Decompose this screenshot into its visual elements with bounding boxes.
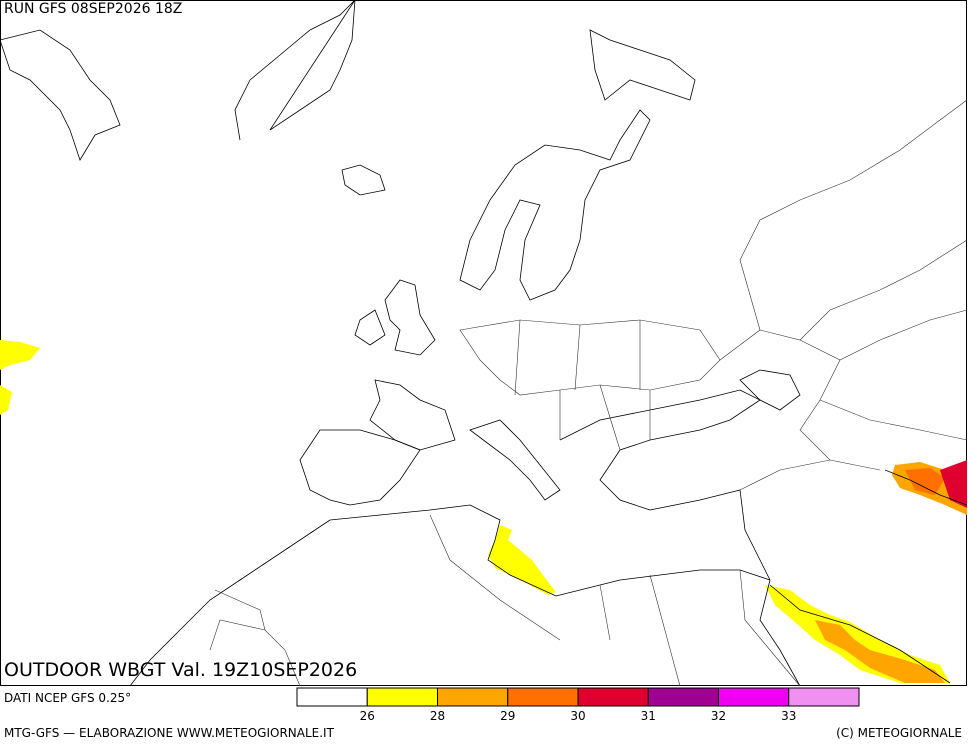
coastline (341, 164, 386, 196)
coastline (759, 579, 951, 687)
legend-label: 29 (500, 709, 515, 723)
border (209, 514, 801, 687)
legend-label: 31 (641, 709, 656, 723)
wbgt-area (765, 585, 950, 683)
wbgt-area (940, 460, 967, 508)
coastline (459, 109, 651, 301)
coastline (234, 0, 356, 141)
legend-label: 28 (430, 709, 445, 723)
border (719, 99, 968, 491)
wbgt-area (488, 525, 556, 595)
legend-swatch (296, 687, 368, 707)
legend-swatch (718, 687, 790, 707)
wbgt-area (0, 340, 40, 415)
legend-swatch (647, 687, 719, 707)
coastline (354, 279, 436, 356)
legend-swatch (437, 687, 509, 707)
legend-label: 33 (781, 709, 796, 723)
coastline (884, 469, 968, 506)
coastline (559, 389, 771, 581)
border (459, 319, 721, 451)
copyright-label: (C) METEOGIORNALE (836, 726, 962, 740)
wbgt-area (905, 468, 945, 495)
legend-swatch (577, 687, 649, 707)
run-label: RUN GFS 08SEP2026 18Z (4, 1, 182, 17)
coastline (589, 29, 696, 101)
legend: 26 28 29 30 31 32 33 (296, 687, 860, 723)
map-frame (0, 0, 967, 686)
legend-swatch (788, 687, 860, 707)
coastline (329, 504, 771, 597)
credits-label: MTG-GFS — ELABORAZIONE WWW.METEOGIORNALE… (4, 726, 335, 740)
coastline (369, 379, 456, 451)
map (0, 0, 968, 687)
coastline (469, 419, 561, 501)
legend-label: 30 (570, 709, 585, 723)
legend-swatch (366, 687, 438, 707)
map-title: OUTDOOR WBGT Val. 19Z10SEP2026 (4, 659, 357, 681)
legend-label: 26 (360, 709, 375, 723)
source-label: DATI NCEP GFS 0.25° (4, 691, 131, 705)
coastline (299, 429, 421, 506)
coastline (0, 29, 121, 161)
legend-swatch (507, 687, 579, 707)
wbgt-area (815, 620, 945, 683)
coastline (129, 519, 331, 687)
legend-label: 32 (711, 709, 726, 723)
coastline (739, 369, 801, 411)
